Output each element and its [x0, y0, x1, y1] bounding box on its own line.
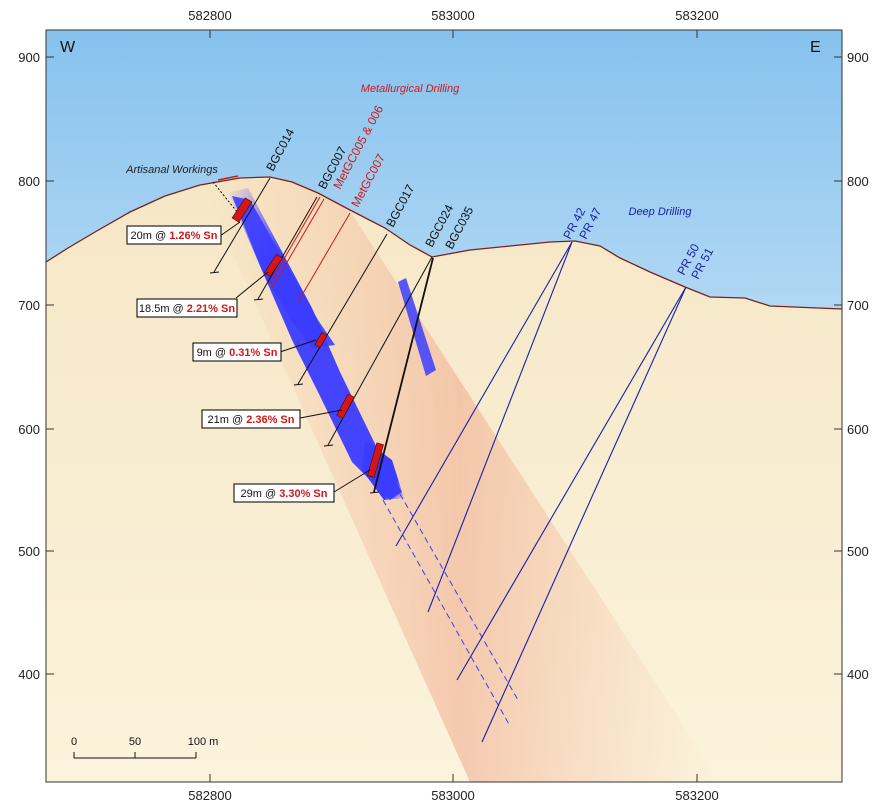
callout-2-length: 18.5m @	[139, 303, 187, 315]
callout-3-length: 9m @	[197, 347, 230, 359]
callout-2-grade: 2.21% Sn	[187, 303, 236, 315]
callout-2: 18.5m @ 2.21% Sn	[136, 271, 269, 318]
scale-label-50: 50	[129, 736, 141, 748]
callout-4-length: 21m @	[208, 414, 247, 426]
bgc035-trace	[373, 257, 434, 493]
callout-3-grade: 0.31% Sn	[229, 347, 278, 359]
callout-5-grade: 3.30% Sn	[279, 488, 328, 500]
callout-1-length: 20m @	[131, 230, 170, 242]
callout-4-grade: 2.36% Sn	[246, 414, 295, 426]
callout-3: 9m @ 0.31% Sn	[192, 339, 317, 362]
callout-5-length: 29m @	[241, 488, 280, 500]
scale-label-100m: 100 m	[188, 736, 219, 748]
callout-4: 21m @ 2.36% Sn	[201, 409, 343, 429]
y-tick-left-700: 700	[18, 298, 40, 313]
y-tick-right-700: 700	[847, 298, 869, 313]
x-tick-top-583200: 583200	[675, 8, 718, 23]
section-frame	[45, 29, 843, 783]
y-tick-left-500: 500	[18, 544, 40, 559]
x-tick-bottom-583000: 583000	[431, 788, 474, 803]
y-tick-left-800: 800	[18, 174, 40, 189]
y-tick-right-500: 500	[847, 544, 869, 559]
y-tick-left-400: 400	[18, 667, 40, 682]
met-holes	[269, 196, 351, 303]
note-deep-drilling: Deep Drilling	[629, 206, 693, 218]
callout-1: 20m @ 1.26% Sn	[126, 221, 241, 245]
svg-text:21m @ 2.36% Sn: 21m @ 2.36% Sn	[208, 414, 295, 426]
scale-label-0: 0	[71, 736, 77, 748]
y-tick-right-800: 800	[847, 174, 869, 189]
projection-lines	[382, 493, 519, 727]
y-tick-left-600: 600	[18, 422, 40, 437]
svg-text:29m @ 3.30% Sn: 29m @ 3.30% Sn	[241, 488, 328, 500]
note-artisanal-workings: Artisanal Workings	[125, 164, 218, 176]
met-hole-top-trace	[217, 175, 239, 181]
east-label: E	[810, 39, 821, 56]
x-tick-bottom-582800: 582800	[188, 788, 231, 803]
note-metallurgical-drilling: Metallurgical Drilling	[361, 83, 460, 95]
x-tick-top-583000: 583000	[431, 8, 474, 23]
y-tick-right-600: 600	[847, 422, 869, 437]
svg-text:18.5m @ 2.21% Sn: 18.5m @ 2.21% Sn	[139, 303, 235, 315]
x-tick-top-582800: 582800	[188, 8, 231, 23]
west-label: W	[60, 39, 76, 56]
scale-bar: 0 50 100 m	[71, 736, 219, 759]
callout-1-grade: 1.26% Sn	[169, 230, 218, 242]
y-tick-right-400: 400	[847, 667, 869, 682]
hole-end-caps	[209, 271, 380, 494]
y-tick-right-900: 900	[847, 50, 869, 65]
y-tick-left-900: 900	[18, 50, 40, 65]
x-tick-bottom-583200: 583200	[675, 788, 718, 803]
callout-5: 29m @ 3.30% Sn	[233, 469, 371, 503]
svg-text:20m @ 1.26% Sn: 20m @ 1.26% Sn	[131, 230, 218, 242]
intercept-markers	[231, 197, 384, 478]
svg-text:9m @ 0.31% Sn: 9m @ 0.31% Sn	[197, 347, 278, 359]
topography-line	[46, 176, 842, 310]
deep-holes	[395, 241, 687, 743]
axis-ticks	[46, 30, 842, 782]
